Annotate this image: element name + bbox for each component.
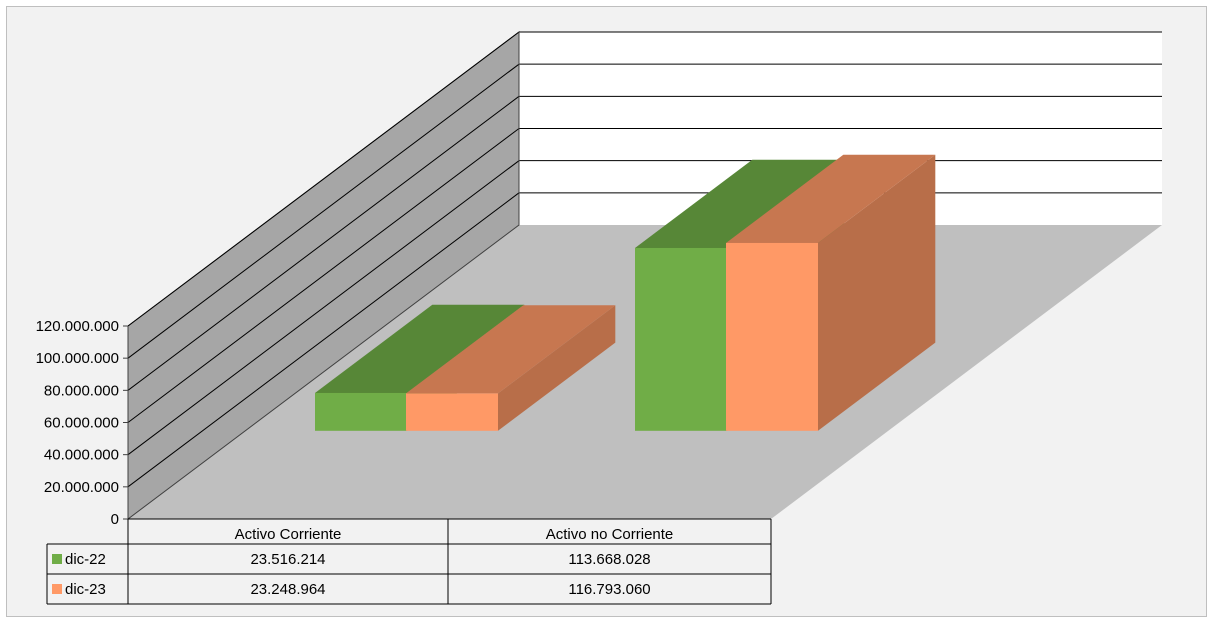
gridline-side <box>127 128 520 423</box>
bar-top <box>315 304 525 393</box>
data-table: Activo Corriente Activo no Corriente dic-2… <box>46 518 772 605</box>
series-name: dic-23 <box>65 581 106 598</box>
gridline-side <box>127 31 520 327</box>
bar-top <box>635 159 845 248</box>
chart-svg: 0 20.000.000 40.000.000 60.000.000 80.000.00… <box>36 30 1162 605</box>
bars <box>315 154 936 431</box>
y-tick-label: 60.000.000 <box>44 415 119 432</box>
gridline-side <box>127 192 520 488</box>
y-tick-label: 100.000.000 <box>36 350 119 367</box>
value-cell: 113.668.028 <box>568 551 650 568</box>
bar-front <box>726 242 818 431</box>
value-cell: 23.248.964 <box>250 581 325 598</box>
gridline-side <box>127 63 520 359</box>
gridline-side <box>127 160 520 456</box>
bar-front <box>315 392 407 431</box>
chart-area: 0 20.000.000 40.000.000 60.000.000 80.000.00… <box>6 6 1207 617</box>
bar-dic-23-1 <box>726 154 936 431</box>
value-cell: 23.516.214 <box>250 551 325 568</box>
y-axis-ticks: 0 20.000.000 40.000.000 60.000.000 80.000.00… <box>36 318 128 528</box>
bar-front <box>635 247 727 431</box>
bar-top <box>726 154 936 243</box>
y-tick-label: 40.000.000 <box>44 447 119 464</box>
bar-side <box>498 305 616 431</box>
value-cell: 116.793.060 <box>568 581 650 598</box>
bar-front <box>406 393 498 431</box>
legend-key <box>52 584 62 594</box>
category-label: Activo Corriente <box>235 526 342 543</box>
series-name: dic-22 <box>65 551 106 568</box>
bar-dic-23-0 <box>406 305 616 431</box>
y-tick-label: 20.000.000 <box>44 479 119 496</box>
y-tick-label: 120.000.000 <box>36 318 119 335</box>
bar-top <box>406 305 616 394</box>
bar-side <box>818 154 936 431</box>
y-tick-label: 80.000.000 <box>44 382 119 399</box>
gridlines <box>127 31 1162 519</box>
y-tick-label: 0 <box>111 511 119 528</box>
gridline-side <box>127 95 520 391</box>
legend-key <box>52 554 62 564</box>
category-label: Activo no Corriente <box>546 526 674 543</box>
